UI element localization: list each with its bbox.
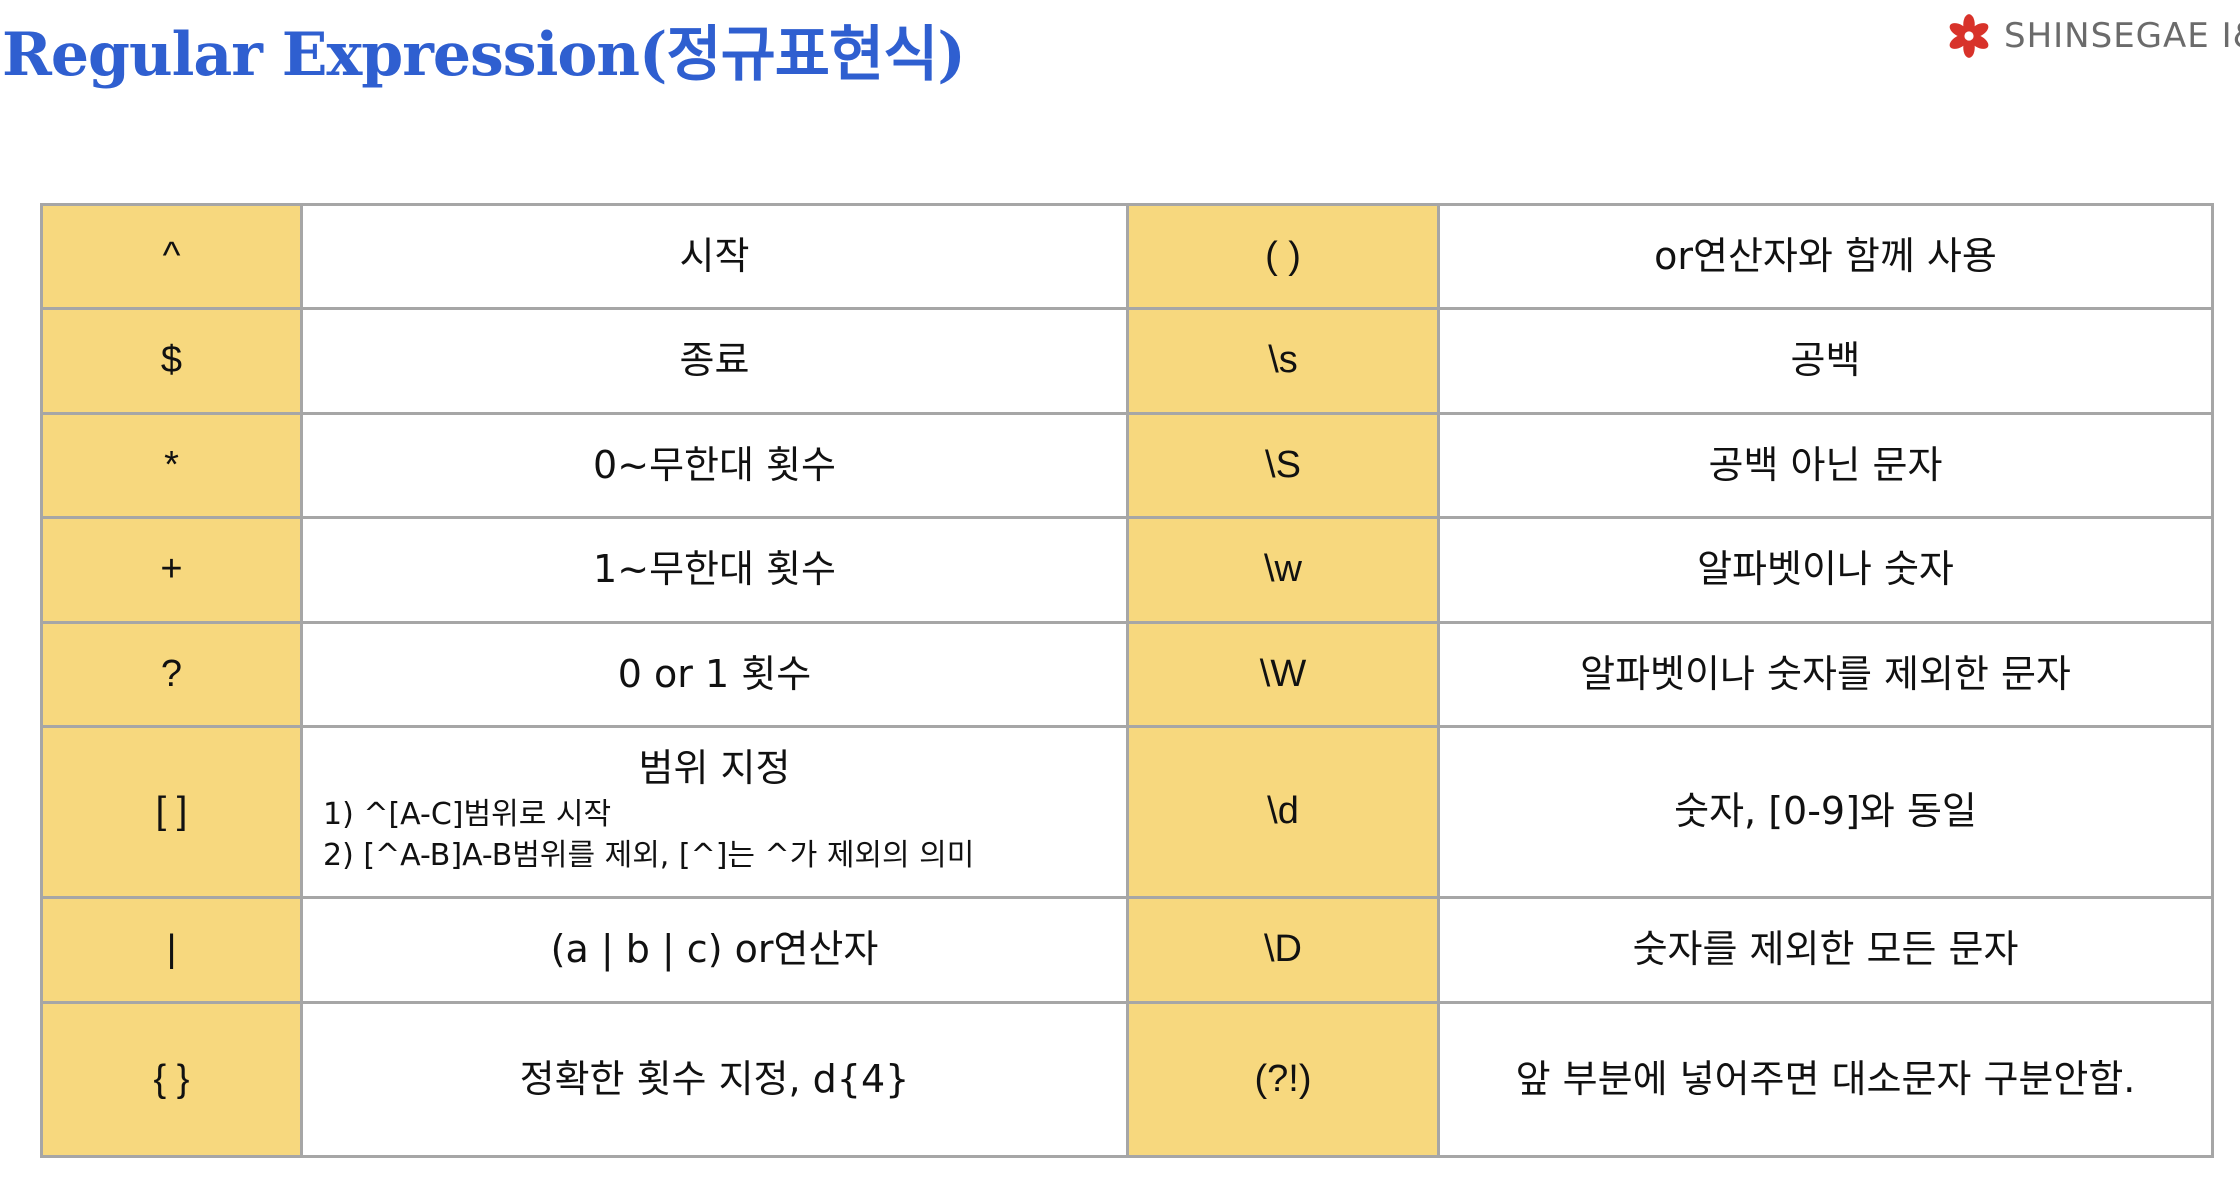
table-row: ? 0 or 1 횟수 \W 알파벳이나 숫자를 제외한 문자 — [40, 621, 2214, 728]
description-cell: 0~무한대 횟수 — [300, 412, 1129, 519]
symbol-cell: [ ] — [40, 725, 303, 899]
symbol-cell: * — [40, 412, 303, 519]
symbol-cell: + — [40, 516, 303, 624]
description-detail-line: 1) ^[A-C]범위로 시작 — [323, 797, 612, 833]
description-title: 범위 지정 — [638, 745, 791, 790]
symbol-cell: (?!) — [1126, 1001, 1440, 1158]
symbol-cell: \w — [1126, 516, 1440, 624]
description-cell: 범위 지정 1) ^[A-C]범위로 시작 2) [^A-B]A-B범위를 제외… — [300, 725, 1129, 899]
table-row: $ 종료 \s 공백 — [40, 307, 2214, 415]
symbol-cell: { } — [40, 1001, 303, 1158]
logo-text: SHINSEGAE I&C — [2004, 16, 2240, 56]
description-cell: 0 or 1 횟수 — [300, 621, 1129, 728]
table-row: | (a | b | c) or연산자 \D 숫자를 제외한 모든 문자 — [40, 896, 2214, 1004]
company-logo: SHINSEGAE I&C — [1946, 10, 2240, 62]
symbol-cell: \W — [1126, 621, 1440, 728]
table-row: * 0~무한대 횟수 \S 공백 아닌 문자 — [40, 412, 2214, 519]
description-cell: 숫자, [0-9]와 동일 — [1437, 725, 2214, 899]
symbol-cell: \s — [1126, 307, 1440, 415]
description-cell: 알파벳이나 숫자 — [1437, 516, 2214, 624]
symbol-cell: ^ — [40, 203, 303, 310]
symbol-cell: \d — [1126, 725, 1440, 899]
symbol-cell: $ — [40, 307, 303, 415]
table-row: { } 정확한 횟수 지정, d{4} (?!) 앞 부분에 넣어주면 대소문자… — [40, 1001, 2214, 1158]
description-cell: (a | b | c) or연산자 — [300, 896, 1129, 1004]
symbol-cell: \D — [1126, 896, 1440, 1004]
description-cell: 공백 — [1437, 307, 2214, 415]
description-cell: 정확한 횟수 지정, d{4} — [300, 1001, 1129, 1158]
regex-table: ^ 시작 ( ) or연산자와 함께 사용 $ 종료 \s 공백 * 0~무한대… — [40, 203, 2214, 1158]
description-cell: 종료 — [300, 307, 1129, 415]
description-cell: 공백 아닌 문자 — [1437, 412, 2214, 519]
description-detail-line: 2) [^A-B]A-B범위를 제외, [^]는 ^가 제외의 의미 — [323, 837, 975, 873]
description-cell: 알파벳이나 숫자를 제외한 문자 — [1437, 621, 2214, 728]
description-cell: 숫자를 제외한 모든 문자 — [1437, 896, 2214, 1004]
description-cell: 시작 — [300, 203, 1129, 310]
symbol-cell: ( ) — [1126, 203, 1440, 310]
description-cell: 1~무한대 횟수 — [300, 516, 1129, 624]
table-row: [ ] 범위 지정 1) ^[A-C]범위로 시작 2) [^A-B]A-B범위… — [40, 725, 2214, 899]
page-title: Regular Expression(정규표현식) — [2, 20, 966, 90]
description-cell: or연산자와 함께 사용 — [1437, 203, 2214, 310]
symbol-cell: | — [40, 896, 303, 1004]
table-row: + 1~무한대 횟수 \w 알파벳이나 숫자 — [40, 516, 2214, 624]
flower-icon — [1949, 14, 1989, 58]
table-row: ^ 시작 ( ) or연산자와 함께 사용 — [40, 203, 2214, 310]
description-cell: 앞 부분에 넣어주면 대소문자 구분안함. — [1437, 1001, 2214, 1158]
symbol-cell: \S — [1126, 412, 1440, 519]
symbol-cell: ? — [40, 621, 303, 728]
